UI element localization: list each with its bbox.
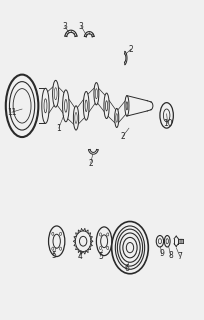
Ellipse shape: [73, 106, 78, 130]
Ellipse shape: [164, 236, 169, 247]
Text: 5: 5: [98, 252, 102, 261]
Text: 9: 9: [158, 250, 163, 259]
Ellipse shape: [114, 108, 118, 127]
Text: 4: 4: [77, 252, 82, 261]
Ellipse shape: [13, 89, 31, 123]
Text: 3: 3: [78, 22, 83, 31]
Ellipse shape: [9, 82, 34, 130]
Text: 2: 2: [128, 44, 133, 54]
Text: 6: 6: [123, 264, 128, 274]
Polygon shape: [39, 88, 151, 123]
Ellipse shape: [83, 92, 89, 120]
Ellipse shape: [96, 227, 111, 256]
Text: 3: 3: [62, 22, 67, 31]
Text: 5: 5: [51, 251, 56, 260]
Ellipse shape: [103, 93, 109, 119]
Ellipse shape: [93, 83, 98, 105]
Text: 10: 10: [162, 119, 172, 128]
Text: 2: 2: [120, 132, 125, 140]
Ellipse shape: [62, 90, 69, 122]
Text: 11: 11: [7, 108, 17, 117]
Ellipse shape: [124, 96, 128, 116]
Text: 8: 8: [167, 251, 172, 260]
Ellipse shape: [52, 80, 58, 107]
Text: 1: 1: [56, 124, 61, 132]
Ellipse shape: [48, 226, 64, 257]
Ellipse shape: [42, 88, 49, 123]
Text: 2: 2: [88, 159, 93, 168]
Ellipse shape: [159, 103, 173, 128]
Ellipse shape: [6, 75, 38, 137]
Ellipse shape: [111, 221, 147, 274]
Text: 7: 7: [177, 252, 181, 261]
Ellipse shape: [122, 237, 136, 258]
Ellipse shape: [155, 236, 163, 247]
